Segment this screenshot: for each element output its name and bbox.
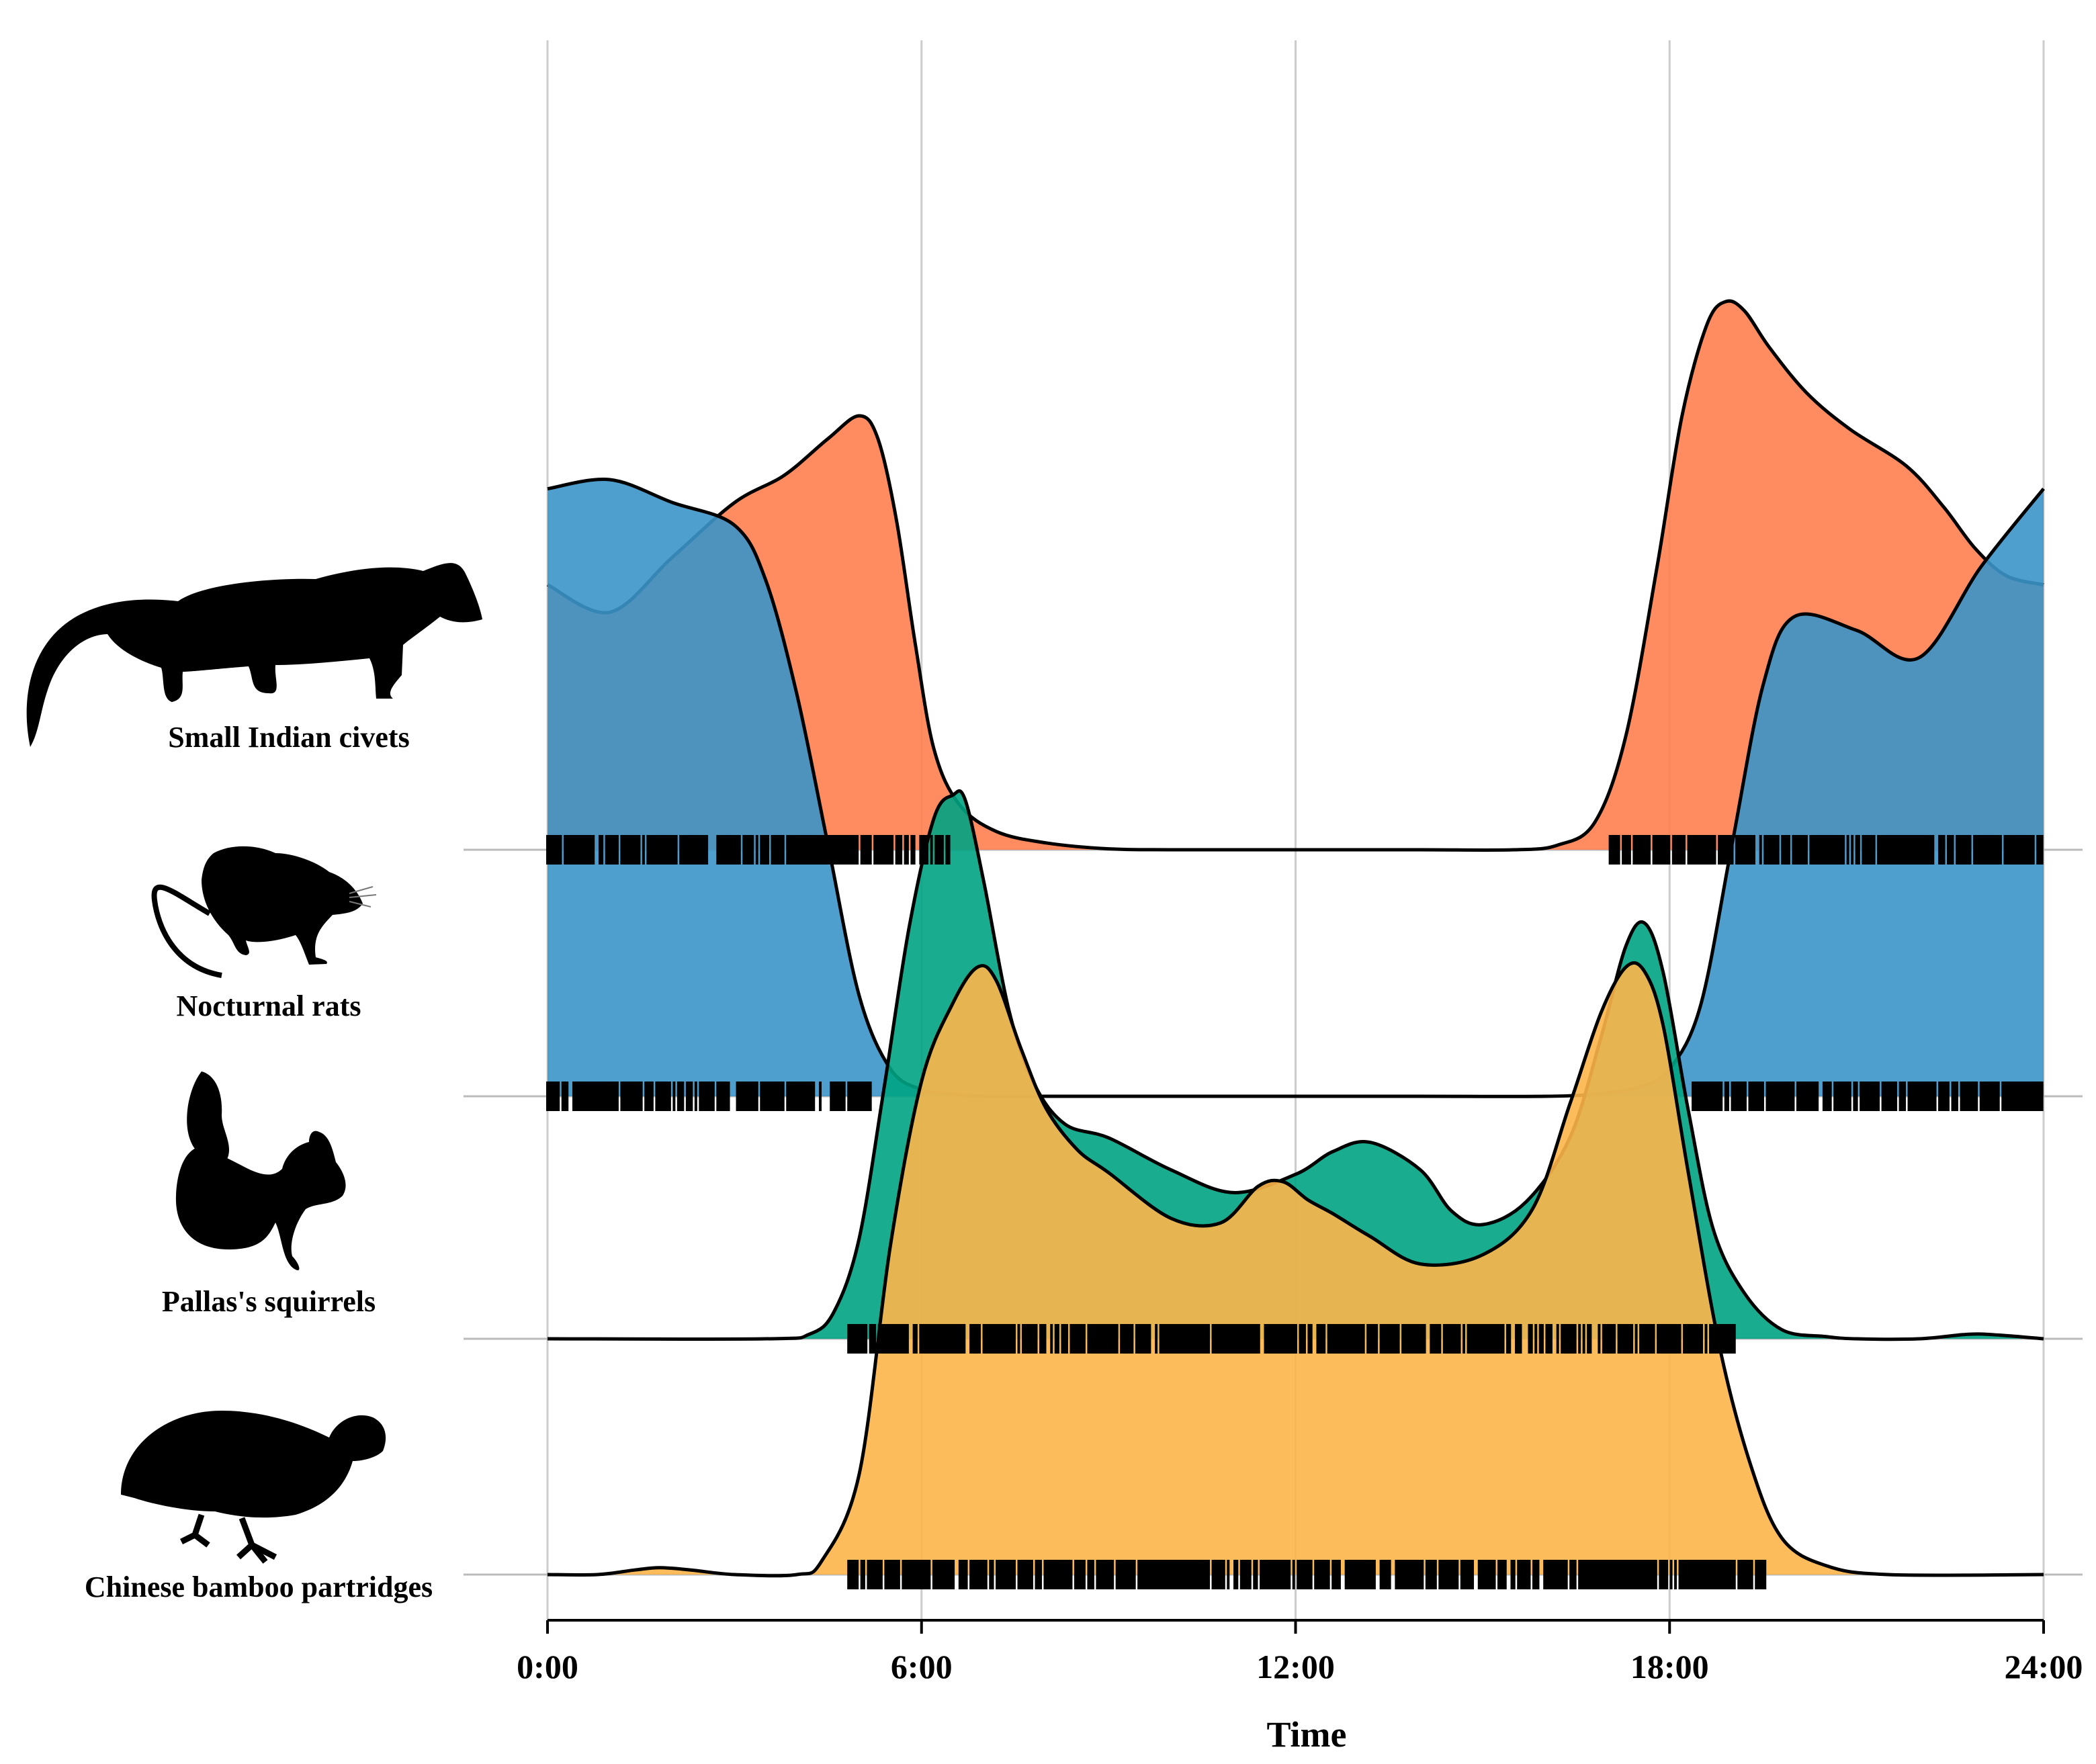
x-axis-title: Time bbox=[1267, 1714, 1347, 1755]
species-label-civets: Small Indian civets bbox=[168, 721, 409, 754]
series-small-indian-civets bbox=[546, 299, 2044, 852]
density-area-chinese-bamboo-partridges bbox=[548, 963, 2044, 1576]
x-tick-label-0: 0:00 bbox=[517, 1648, 578, 1685]
detection-rugs bbox=[546, 835, 2044, 1589]
civet-icon bbox=[26, 563, 482, 747]
species-label-rats: Nocturnal rats bbox=[177, 989, 361, 1022]
density-line-small-indian-civets bbox=[546, 299, 2044, 852]
density-area-small-indian-civets bbox=[548, 301, 2044, 850]
rug-chinese-bamboo-partridges bbox=[847, 1560, 1767, 1589]
species-label-partridges: Chinese bamboo partridges bbox=[85, 1571, 433, 1603]
species-label-squirrels: Pallas's squirrels bbox=[162, 1285, 376, 1318]
x-tick-label-24: 24:00 bbox=[2005, 1648, 2083, 1685]
x-axis-ticks: 0:00 6:00 12:00 18:00 24:00 bbox=[517, 1620, 2083, 1685]
density-curves bbox=[546, 299, 2045, 1578]
density-line-chinese-bamboo-partridges bbox=[547, 961, 2044, 1578]
x-tick-label-6: 6:00 bbox=[891, 1648, 953, 1685]
squirrel-icon bbox=[175, 1071, 346, 1270]
rug-nocturnal-rats bbox=[546, 1082, 2044, 1111]
density-line-pallas-s-squirrels bbox=[547, 789, 2044, 1341]
series-chinese-bamboo-partridges bbox=[547, 961, 2044, 1578]
x-tick-label-18: 18:00 bbox=[1630, 1648, 1709, 1685]
x-tick-label-12: 12:00 bbox=[1256, 1648, 1335, 1685]
rat-icon bbox=[151, 846, 377, 978]
series-nocturnal-rats bbox=[547, 477, 2045, 1098]
rug-small-indian-civets bbox=[546, 835, 2044, 865]
rug-pallas-s-squirrels bbox=[847, 1324, 1736, 1354]
density-line-nocturnal-rats bbox=[547, 477, 2045, 1098]
density-area-nocturnal-rats bbox=[548, 479, 2044, 1097]
partridge-icon bbox=[121, 1411, 386, 1564]
